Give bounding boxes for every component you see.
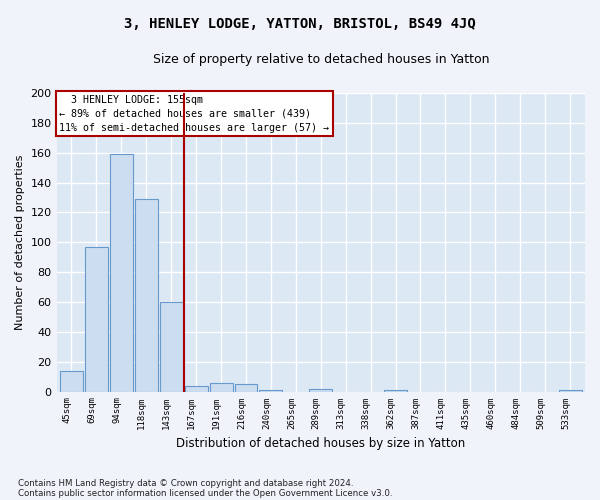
Text: Contains HM Land Registry data © Crown copyright and database right 2024.: Contains HM Land Registry data © Crown c… — [18, 478, 353, 488]
Bar — [85, 247, 108, 392]
Bar — [160, 302, 182, 392]
Text: 3, HENLEY LODGE, YATTON, BRISTOL, BS49 4JQ: 3, HENLEY LODGE, YATTON, BRISTOL, BS49 4… — [124, 18, 476, 32]
Bar — [185, 386, 208, 392]
Bar — [135, 199, 158, 392]
Bar — [384, 390, 407, 392]
Bar — [60, 370, 83, 392]
X-axis label: Distribution of detached houses by size in Yatton: Distribution of detached houses by size … — [176, 437, 466, 450]
Bar — [110, 154, 133, 392]
Bar — [559, 390, 581, 392]
Bar — [259, 390, 283, 392]
Bar — [209, 382, 233, 392]
Bar — [235, 384, 257, 392]
Text: 3 HENLEY LODGE: 155sqm
← 89% of detached houses are smaller (439)
11% of semi-de: 3 HENLEY LODGE: 155sqm ← 89% of detached… — [59, 94, 329, 132]
Title: Size of property relative to detached houses in Yatton: Size of property relative to detached ho… — [152, 52, 489, 66]
Y-axis label: Number of detached properties: Number of detached properties — [15, 154, 25, 330]
Bar — [310, 388, 332, 392]
Text: Contains public sector information licensed under the Open Government Licence v3: Contains public sector information licen… — [18, 488, 392, 498]
